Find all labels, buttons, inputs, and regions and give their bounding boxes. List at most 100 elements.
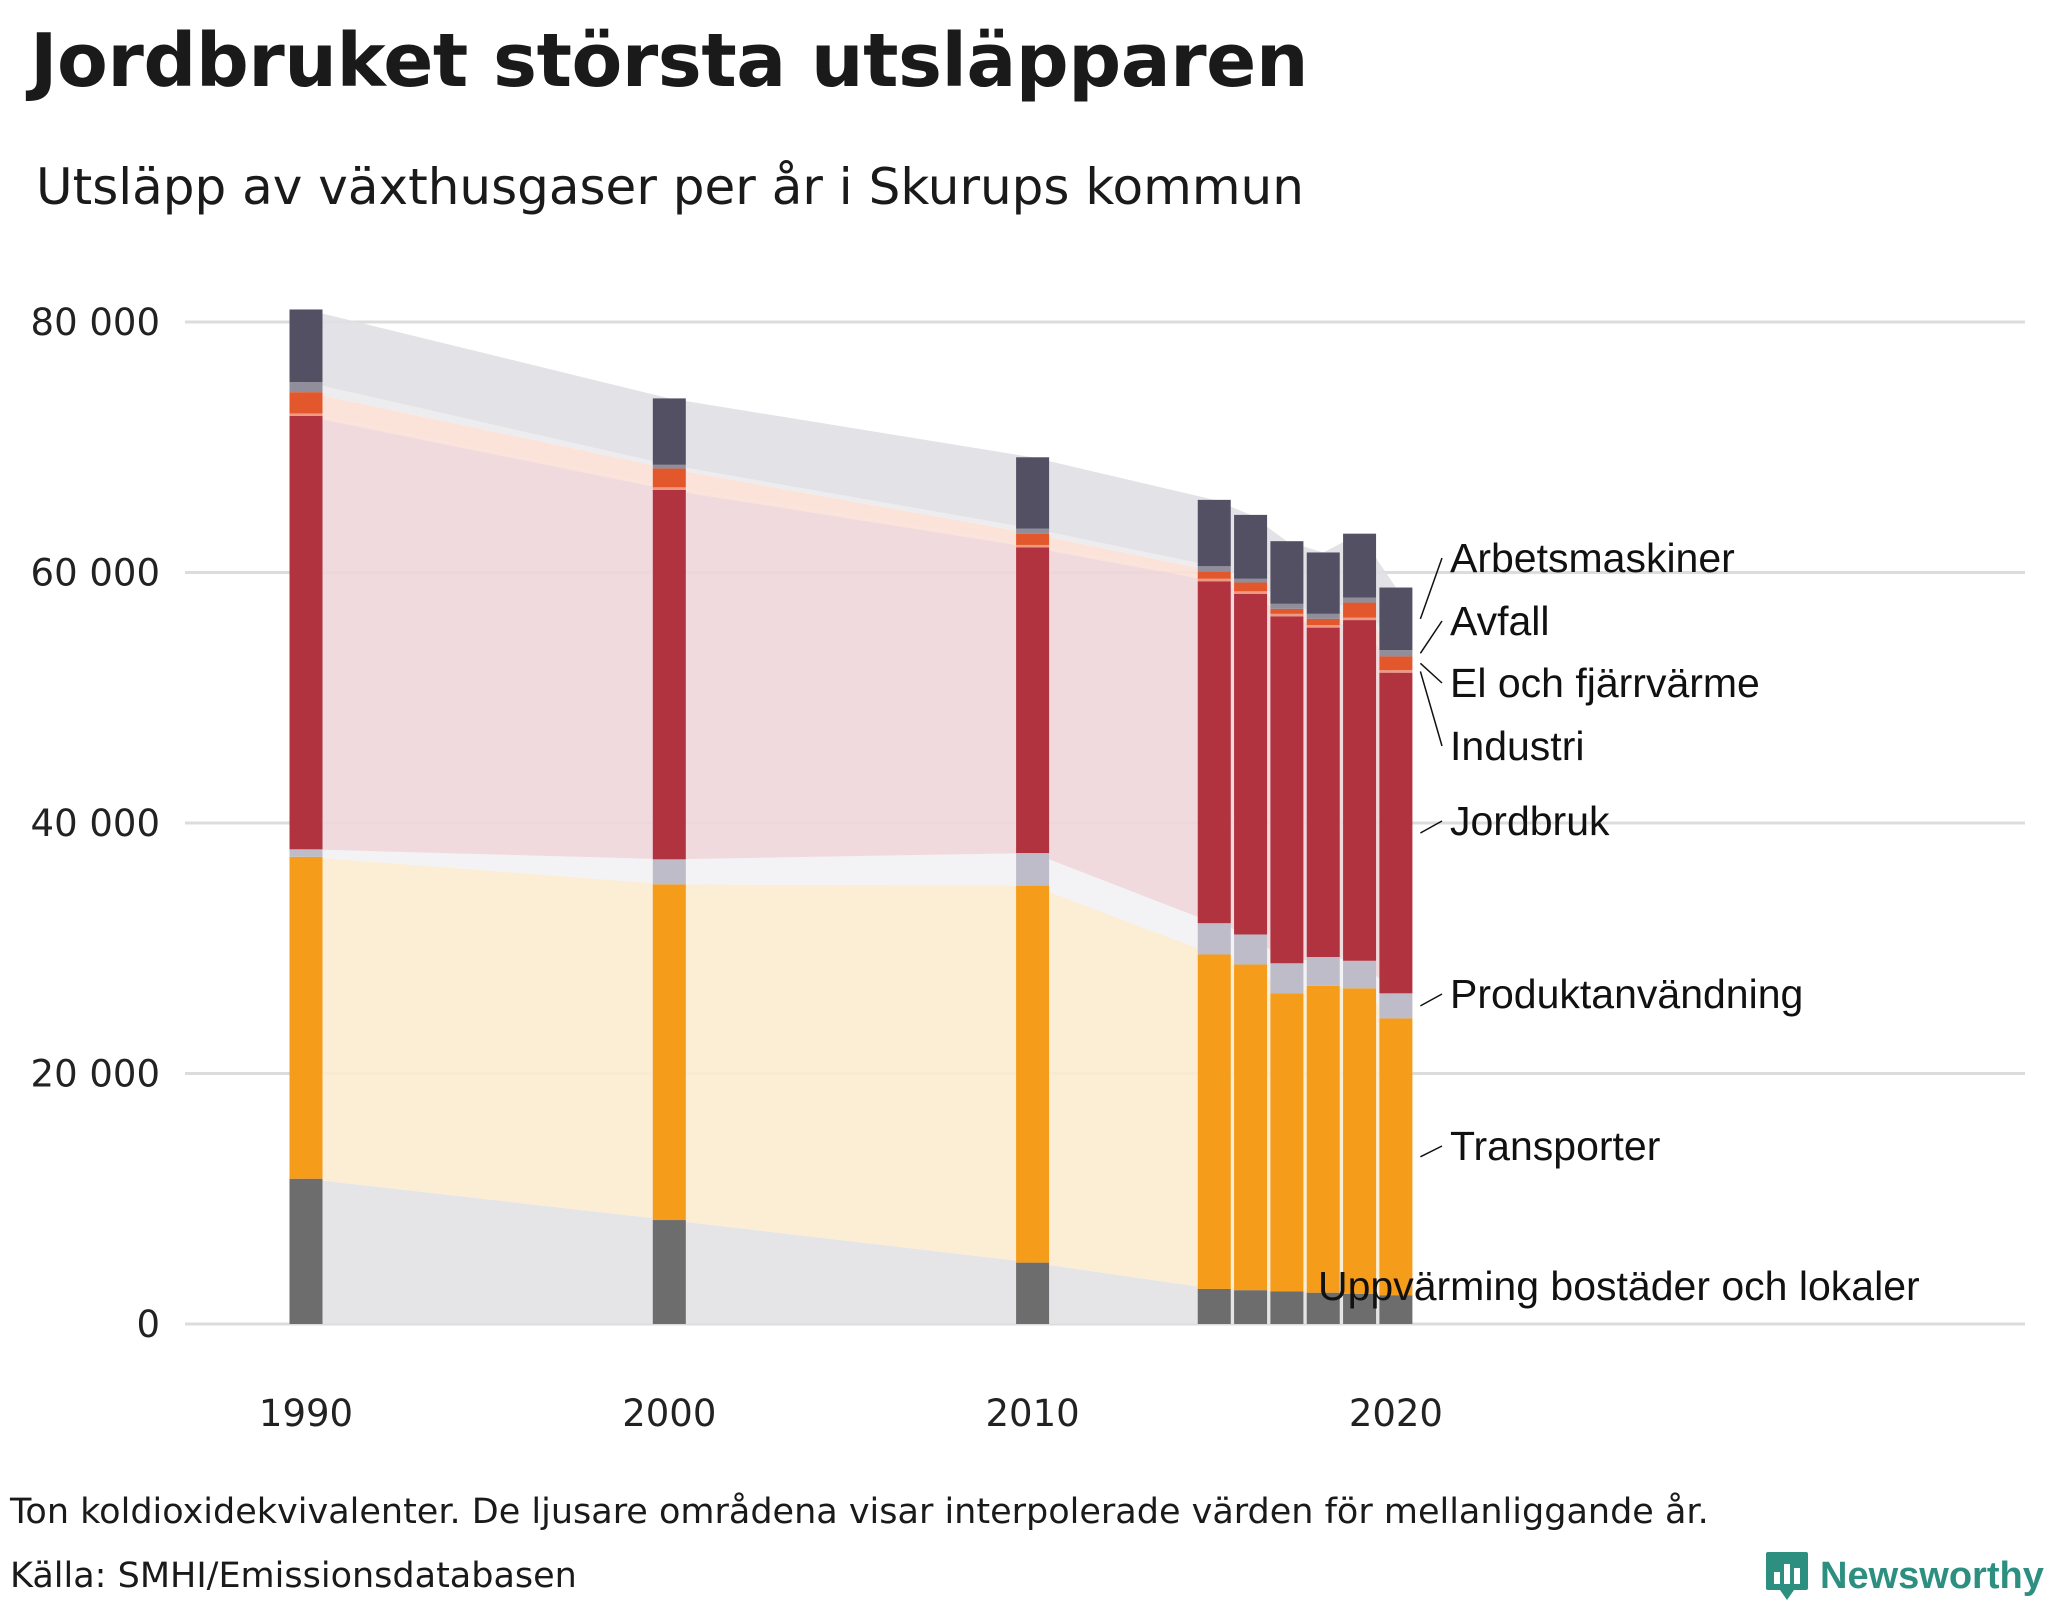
area-6 bbox=[1032, 533, 1215, 579]
area-3 bbox=[306, 849, 670, 885]
y-tick-label: 80 000 bbox=[31, 301, 160, 344]
bar-segment bbox=[1197, 923, 1231, 955]
bar-segment bbox=[1343, 620, 1377, 961]
stacked-bar-chart: 0 20 000 40 000 60 000 80 000 1990 2000 2010 20… bbox=[31, 301, 2025, 1435]
bar-segment bbox=[1306, 613, 1340, 619]
bar-segment bbox=[1234, 591, 1268, 594]
bar-segment bbox=[1379, 670, 1413, 673]
bar-segment bbox=[1270, 616, 1304, 964]
y-tick-label: 20 000 bbox=[31, 1053, 160, 1096]
area-4 bbox=[306, 415, 670, 860]
bar-segment bbox=[1234, 1290, 1268, 1324]
leader-line bbox=[1420, 993, 1443, 1007]
area-4 bbox=[1032, 547, 1215, 924]
brand-logo[interactable]: Newsworthy bbox=[1764, 1550, 2044, 1602]
series-label: Avfall bbox=[1450, 598, 1550, 644]
bar-segment bbox=[1379, 1018, 1413, 1296]
bar-segment bbox=[1197, 954, 1231, 1289]
area-2 bbox=[306, 856, 670, 1221]
bar-segment bbox=[1343, 1293, 1377, 1324]
brand-name: Newsworthy bbox=[1820, 1554, 2044, 1597]
bar-segment bbox=[1016, 528, 1050, 534]
area-6 bbox=[306, 392, 670, 488]
x-axis: 1990 2000 2010 2020 bbox=[259, 1392, 1443, 1435]
newsworthy-logo-icon bbox=[1766, 1552, 1808, 1600]
bar-segment bbox=[1270, 1291, 1304, 1324]
y-tick-label: 60 000 bbox=[31, 552, 160, 595]
bar-segment bbox=[1379, 993, 1413, 1019]
series-label: Produktanvändning bbox=[1450, 971, 1803, 1017]
area-2 bbox=[669, 884, 1033, 1263]
bar-segment bbox=[652, 1220, 686, 1324]
leader-line bbox=[1419, 620, 1443, 654]
bar-segment bbox=[289, 415, 323, 850]
bar-segment bbox=[1016, 457, 1050, 529]
bar-segment bbox=[1343, 597, 1377, 603]
bar-segment bbox=[1270, 963, 1304, 994]
bar-segment bbox=[652, 859, 686, 885]
bar-segment bbox=[1270, 993, 1304, 1292]
bar-segment bbox=[1016, 1262, 1050, 1324]
area-2 bbox=[1032, 885, 1215, 1289]
area-3 bbox=[669, 853, 1033, 886]
bar-segment bbox=[652, 398, 686, 465]
bar-segment bbox=[1306, 618, 1340, 626]
bar-segment bbox=[1234, 582, 1268, 592]
area-3 bbox=[1032, 853, 1215, 955]
bar-segment bbox=[1016, 547, 1050, 854]
bars bbox=[289, 309, 1413, 1324]
series-label: Uppvärming bostäder och lokaler bbox=[1318, 1263, 1920, 1309]
bar-segment bbox=[1234, 578, 1268, 583]
leader-line bbox=[1419, 662, 1443, 684]
area-7 bbox=[306, 382, 670, 469]
bar-segment bbox=[1306, 957, 1340, 986]
bar-segment bbox=[1270, 603, 1304, 609]
bar-segment bbox=[1379, 672, 1413, 994]
bar-segment bbox=[1343, 988, 1377, 1294]
bar-segment bbox=[1343, 533, 1377, 598]
bar-segment bbox=[289, 413, 323, 416]
area-7 bbox=[669, 464, 1033, 534]
area-5 bbox=[669, 487, 1033, 548]
bar-segment bbox=[652, 489, 686, 860]
x-tick-label: 1990 bbox=[259, 1392, 353, 1435]
bar-segment bbox=[1379, 650, 1413, 657]
bar-segment bbox=[1379, 1295, 1413, 1324]
area-7 bbox=[1032, 528, 1215, 572]
area-6 bbox=[669, 468, 1033, 545]
area-1 bbox=[1032, 1262, 1215, 1324]
bar-segment bbox=[1270, 541, 1304, 604]
bar-segment bbox=[1234, 934, 1268, 965]
x-tick-label: 2000 bbox=[622, 1392, 716, 1435]
bar-segment bbox=[1197, 1288, 1231, 1324]
y-axis: 0 20 000 40 000 60 000 80 000 bbox=[31, 301, 160, 1346]
bar-segment bbox=[1306, 627, 1340, 958]
series-labels: Uppvärming bostäder och lokaler Transport… bbox=[1318, 535, 1920, 1309]
area-5 bbox=[306, 413, 670, 490]
bar-segment bbox=[1234, 593, 1268, 935]
area-1 bbox=[669, 1220, 1033, 1324]
series-label: Transporter bbox=[1450, 1123, 1660, 1169]
x-tick-label: 2020 bbox=[1349, 1392, 1443, 1435]
bar-segment bbox=[289, 1178, 323, 1324]
bar-segment bbox=[1016, 853, 1050, 886]
area-5 bbox=[1032, 544, 1215, 582]
leader-line bbox=[1420, 1145, 1443, 1158]
series-label: Industri bbox=[1450, 723, 1584, 769]
x-tick-label: 2010 bbox=[986, 1392, 1080, 1435]
bar-segment bbox=[1306, 985, 1340, 1293]
bar-segment bbox=[289, 856, 323, 1179]
bar-segment bbox=[1016, 885, 1050, 1263]
leader-line bbox=[1419, 671, 1443, 747]
leader-line bbox=[1419, 557, 1443, 620]
footnote: Ton koldioxidekvivalenter. De ljusare om… bbox=[10, 1492, 1709, 1532]
bar-segment bbox=[1016, 544, 1050, 548]
bar-segment bbox=[652, 464, 686, 469]
interpolated-areas bbox=[306, 309, 1396, 1324]
bar-segment bbox=[1379, 656, 1413, 671]
bar-segment bbox=[1306, 552, 1340, 614]
leader-line bbox=[1420, 820, 1443, 834]
area-8 bbox=[669, 398, 1033, 529]
bar-segment bbox=[1197, 571, 1231, 579]
bar-segment bbox=[1234, 964, 1268, 1291]
